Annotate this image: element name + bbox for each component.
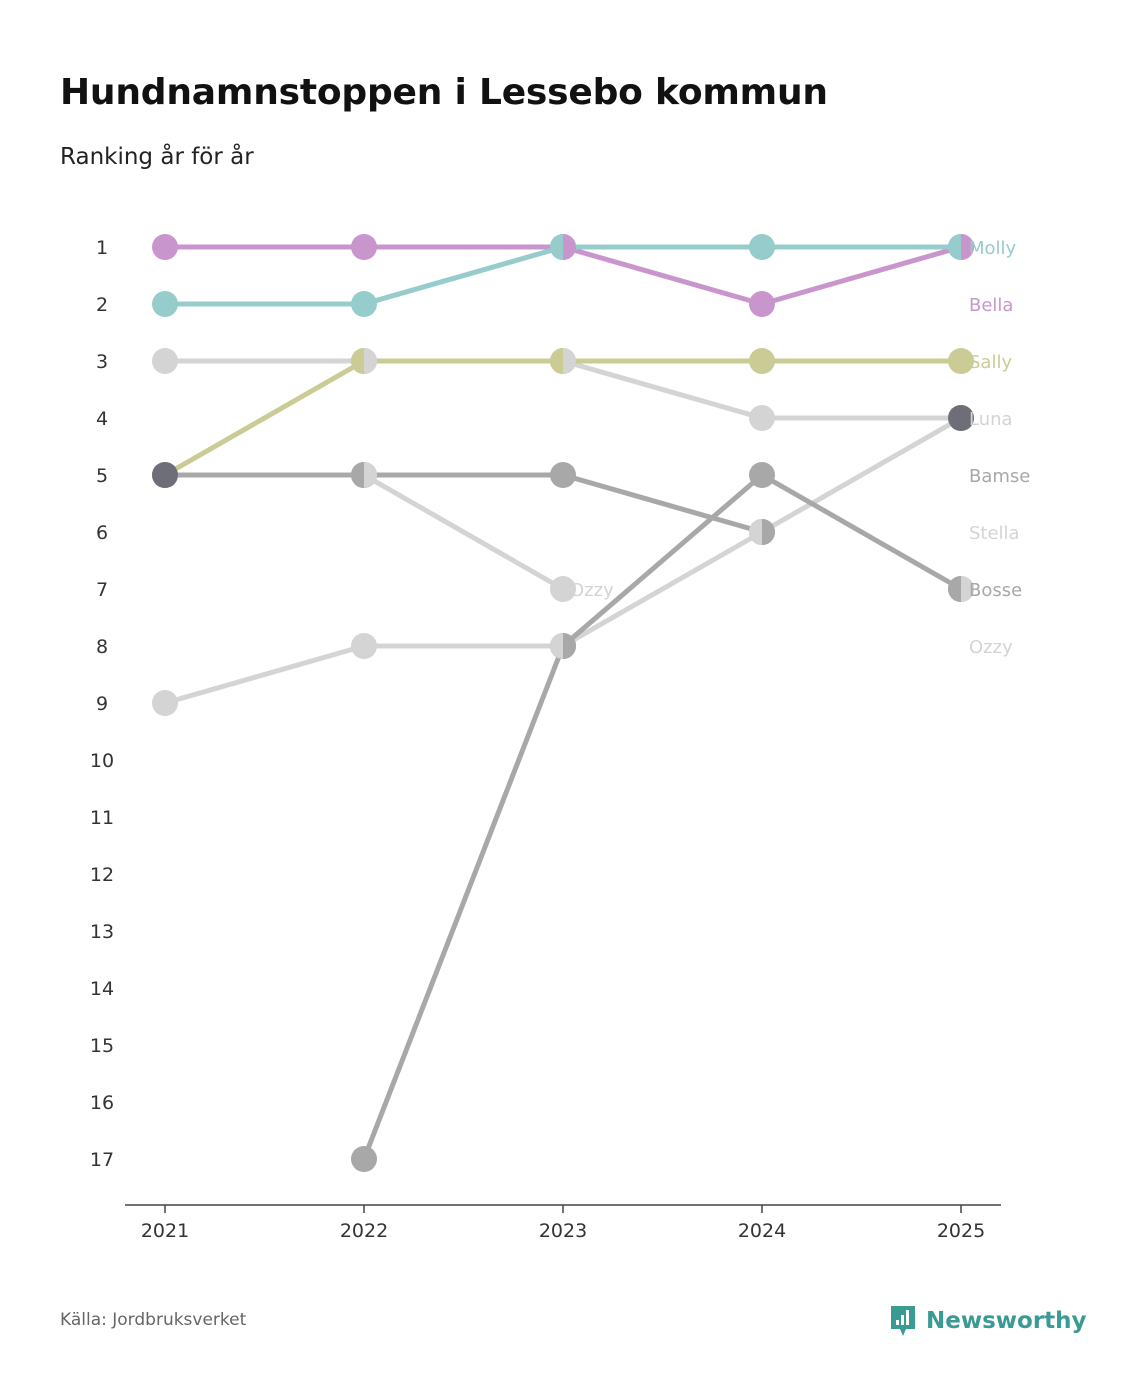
data-point-half-right [762,519,775,545]
y-tick-label: 14 [90,978,114,1000]
end-label-bamse: Bamse [969,466,1030,487]
data-point-other [948,405,974,431]
data-point-luna [749,405,775,431]
data-point-half-left [550,348,563,374]
data-point-sally [749,348,775,374]
y-tick-label: 16 [90,1092,114,1114]
y-tick-label: 10 [90,750,114,772]
newsworthy-logo-icon [891,1306,915,1336]
data-point-half-left [550,234,563,260]
data-point-half-right [961,234,974,260]
inline-label-ozzy: Ozzy [570,580,614,601]
brand-logo[interactable]: Newsworthy [888,1304,1087,1338]
chart-subtitle: Ranking år för år [60,144,254,170]
data-point-molly [749,234,775,260]
end-label-stella: Stella [969,523,1020,544]
y-tick-label: 17 [90,1149,114,1171]
end-label-molly: Molly [969,238,1017,259]
y-tick-label: 8 [96,636,108,658]
data-point-bosse [351,1146,377,1172]
series-line-stella [162,415,964,706]
data-point-sally [948,348,974,374]
data-point-half-right [563,633,576,659]
data-point-bella [152,234,178,260]
data-point-half-left [948,576,961,602]
end-label-ozzy: Ozzy [969,637,1013,658]
data-point-half-right [961,576,974,602]
data-point-luna [152,348,178,374]
data-point-bella [749,291,775,317]
data-point-stella [351,633,377,659]
y-tick-label: 5 [96,465,108,487]
y-tick-label: 13 [90,921,114,943]
y-tick-label: 1 [96,237,108,259]
source-note: Källa: Jordbruksverket [60,1310,247,1330]
end-label-bella: Bella [969,295,1013,316]
y-tick-label: 4 [96,408,108,430]
x-tick-label: 2022 [340,1220,388,1242]
y-tick-label: 7 [96,579,108,601]
data-point-molly [152,291,178,317]
y-tick-label: 6 [96,522,108,544]
data-point-half-left [351,348,364,374]
chart-title: Hundnamnstoppen i Lessebo kommun [60,72,828,113]
data-point-ozzy [550,576,576,602]
y-tick-label: 12 [90,864,114,886]
series-line-bosse [361,472,964,1162]
y-tick-label: 11 [90,807,114,829]
data-point-half-left [749,519,762,545]
end-label-luna: Luna [969,409,1013,430]
data-point-bella [351,234,377,260]
data-point-half-left [948,234,961,260]
x-tick-label: 2024 [738,1220,786,1242]
data-point-molly [351,291,377,317]
series-line-bamse [162,472,765,535]
data-point-bamse [550,462,576,488]
y-tick-label: 15 [90,1035,114,1057]
data-point-half-right [563,234,576,260]
x-tick-label: 2023 [539,1220,587,1242]
data-point-half-right [563,348,576,374]
x-tick-label: 2021 [141,1220,189,1242]
x-tick-label: 2025 [937,1220,985,1242]
series-line-ozzy [361,472,566,592]
data-point-half-right [364,462,377,488]
y-tick-label: 3 [96,351,108,373]
data-point-stella [152,690,178,716]
data-point-bosse [749,462,775,488]
brand-name: Newsworthy [926,1308,1087,1334]
y-tick-label: 2 [96,294,108,316]
end-label-bosse: Bosse [969,580,1022,601]
end-label-sally: Sally [969,352,1012,373]
y-tick-label: 9 [96,693,108,715]
data-point-other [152,462,178,488]
data-point-half-left [550,633,563,659]
data-point-half-right [364,348,377,374]
data-point-half-left [351,462,364,488]
